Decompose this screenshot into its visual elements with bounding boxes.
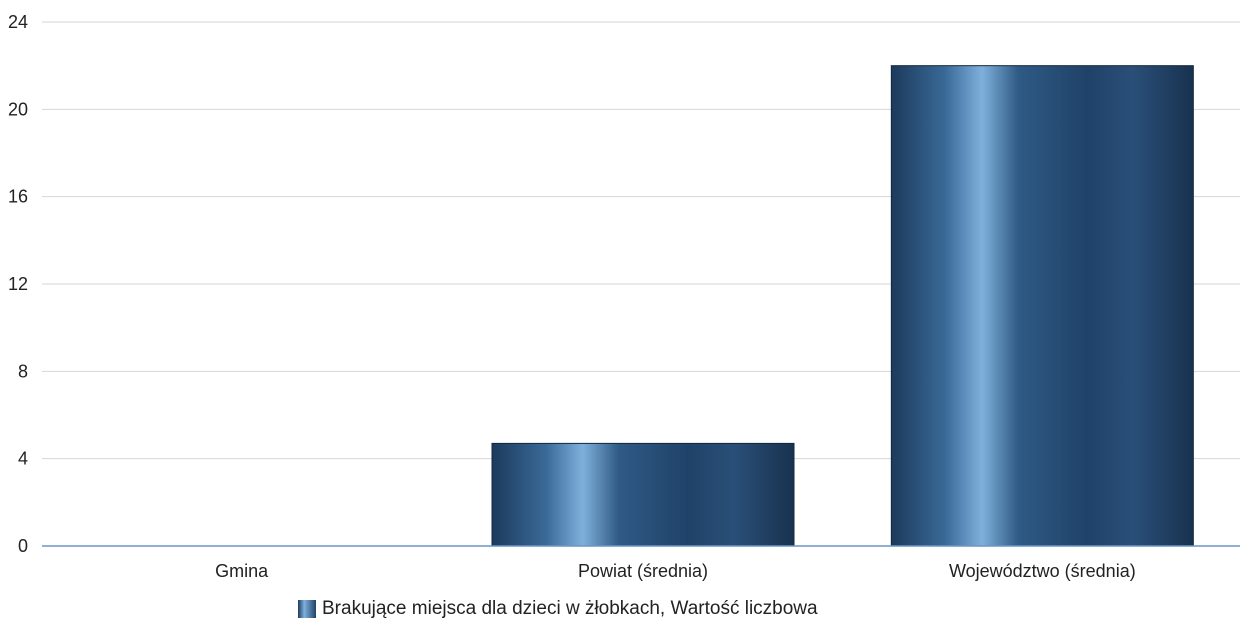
y-axis-tick-labels: 0 4 8 12 16 20 24 [8, 12, 28, 556]
y-tick-label: 4 [18, 449, 28, 469]
legend: Brakujące miejsca dla dzieci w żłobkach,… [298, 598, 818, 620]
x-axis-category-labels: Gmina Powiat (średnia) Województwo (średni… [215, 561, 1136, 581]
y-tick-label: 20 [8, 99, 28, 119]
y-tick-label: 0 [18, 536, 28, 556]
legend-swatch [298, 600, 316, 618]
y-tick-label: 12 [8, 274, 28, 294]
x-category-label: Powiat (średnia) [578, 561, 708, 581]
y-tick-label: 16 [8, 187, 28, 207]
bar [491, 442, 795, 547]
x-category-label: Gmina [215, 561, 269, 581]
bars [491, 65, 1194, 547]
legend-label: Brakujące miejsca dla dzieci w żłobkach,… [322, 598, 818, 619]
y-tick-label: 24 [8, 12, 28, 32]
y-tick-label: 8 [18, 361, 28, 381]
x-category-label: Województwo (średnia) [949, 561, 1136, 581]
bar [890, 65, 1194, 547]
